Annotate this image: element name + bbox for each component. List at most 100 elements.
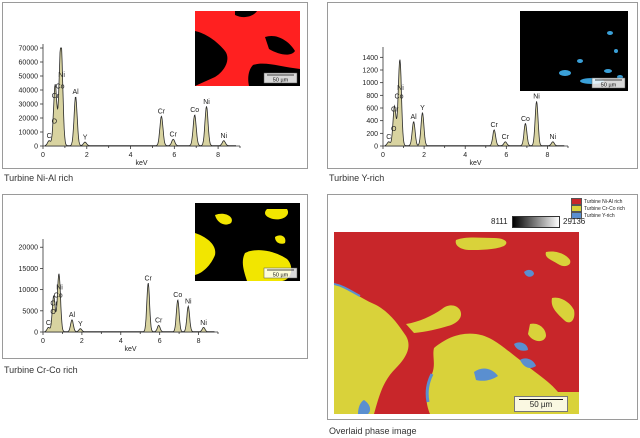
y-tick-label: 0 <box>34 330 38 337</box>
peak-label: Ni <box>56 285 63 292</box>
y-tick-label: 1200 <box>362 68 378 75</box>
x-tick-label: 4 <box>463 152 467 159</box>
x-axis-label: keV <box>469 160 481 167</box>
legend-swatch-ni-al <box>571 198 582 205</box>
x-tick-label: 2 <box>80 338 84 345</box>
y-tick-label: 10000 <box>19 287 39 294</box>
y-tick-label: 70000 <box>19 46 39 53</box>
peak-label: C <box>46 320 51 327</box>
peak-label: Co <box>190 107 199 114</box>
peak-label: Cr <box>491 122 499 129</box>
legend-item-y: Turbine Y-rich <box>571 212 625 219</box>
spectrum-chart-y: 0 200 400 600 800 1000 1200 1400 0 2 4 6 8 keV CO Cr Co N… <box>362 11 628 167</box>
inset-matrix-region <box>265 35 295 55</box>
y-tick-label: 600 <box>366 106 378 113</box>
peak-label: Cr <box>502 134 510 141</box>
y-tick-label: 40000 <box>19 88 39 95</box>
overlay-phase-image <box>334 232 579 414</box>
spectrum-panel-ni-al: 0 10000 20000 30000 40000 50000 60000 70000 0 2 4 6… <box>2 2 308 169</box>
phase-map-inset: 50 µm <box>195 203 300 281</box>
legend-label-ni-al: Turbine Ni-Al rich <box>584 198 623 205</box>
spectrum-area <box>44 273 215 333</box>
peak-label: Ni <box>220 133 227 140</box>
y-tick-label: 50000 <box>19 74 39 81</box>
legend-label-cr-co: Turbine Cr-Co rich <box>584 205 625 212</box>
colorbar-min-label: 8111 <box>491 217 508 226</box>
overlay-scale-label: 50 µm <box>529 400 553 409</box>
x-tick-label: 0 <box>41 152 45 159</box>
peak-label: C <box>386 134 391 141</box>
inset-scale-label: 50 µm <box>273 78 289 84</box>
peak-label: Cr <box>391 106 399 113</box>
spectrum-area <box>44 47 236 147</box>
peak-label: Al <box>72 89 79 96</box>
y-tick-label: 10000 <box>19 130 39 137</box>
x-axis-label: keV <box>124 346 136 353</box>
inset-scale-bar: 50 µm <box>263 72 298 84</box>
overlay-scale-bar: 50 µm <box>514 396 568 412</box>
peak-label: Ni <box>203 99 210 106</box>
peak-label: Ni <box>397 85 404 92</box>
y-tick-label: 800 <box>366 93 378 100</box>
x-tick-label: 2 <box>422 152 426 159</box>
peak-label: Co <box>54 293 63 300</box>
caption-y: Turbine Y-rich <box>329 173 385 183</box>
x-tick-label: 4 <box>119 338 123 345</box>
y-tick-label: 30000 <box>19 102 39 109</box>
y-tick-label: 20000 <box>19 245 39 252</box>
legend-swatch-cr-co <box>571 205 582 212</box>
peak-label: Y <box>83 135 88 142</box>
x-tick-label: 4 <box>129 152 133 159</box>
inset-phase-region <box>577 59 583 63</box>
x-tick-label: 2 <box>85 152 89 159</box>
inset-scale-bar: 50 µm <box>591 77 626 89</box>
peak-label: O <box>391 126 397 133</box>
x-tick-label: 0 <box>41 338 45 345</box>
peak-label: Cr <box>50 301 58 308</box>
y-tick-label: 0 <box>34 144 38 151</box>
y-tick-label: 60000 <box>19 60 39 67</box>
inset-scale-label: 50 µm <box>273 273 289 279</box>
peak-label: Y <box>420 105 425 112</box>
x-tick-label: 8 <box>216 152 220 159</box>
y-tick-label: 15000 <box>19 266 39 273</box>
x-tick-label: 6 <box>504 152 508 159</box>
peak-label: Ni <box>185 299 192 306</box>
x-tick-label: 8 <box>197 338 201 345</box>
y-tick-label: 200 <box>366 131 378 138</box>
y-tick-label: 1000 <box>362 80 378 87</box>
legend-swatch-y <box>571 212 582 219</box>
inset-phase-region <box>604 69 612 73</box>
peak-label: Ni <box>58 72 65 79</box>
peak-label: Cr <box>170 132 178 139</box>
peak-label: C <box>47 133 52 140</box>
inset-phase-region <box>607 31 613 35</box>
spectrum-panel-y: 0 200 400 600 800 1000 1200 1400 0 2 4 6 8 keV C O Cr Co N… <box>327 2 638 169</box>
inset-phase-region <box>275 235 286 244</box>
inset-phase-region <box>265 209 289 220</box>
legend-label-y: Turbine Y-rich <box>584 212 615 219</box>
x-tick-label: 6 <box>172 152 176 159</box>
inset-matrix-region <box>235 11 257 18</box>
peak-label: Co <box>395 94 404 101</box>
caption-cr-co: Turbine Cr-Co rich <box>4 365 78 375</box>
peak-label: Cr <box>52 93 60 100</box>
phase-map-inset: 50 µm <box>520 11 628 91</box>
spectrum-area <box>384 59 565 147</box>
y-tick-label: 20000 <box>19 116 39 123</box>
inset-phase-region <box>559 70 571 76</box>
colorbar <box>512 216 560 228</box>
peak-label: Ni <box>200 320 207 327</box>
caption-ni-al: Turbine Ni-Al rich <box>4 173 74 183</box>
x-tick-label: 8 <box>545 152 549 159</box>
peak-label: Y <box>78 321 83 328</box>
phase-map-inset: 50 µm <box>195 11 300 86</box>
inset-background <box>520 11 628 91</box>
spectrum-chart-ni-al: 0 10000 20000 30000 40000 50000 60000 70000 0 2 4 6… <box>19 11 300 167</box>
inset-scale-bar: 50 µm <box>263 267 298 279</box>
spectrum-panel-cr-co: 0 5000 10000 15000 20000 0 2 4 6 8 keV C O Cr Co Ni Al Y C… <box>2 194 308 359</box>
overlay-panel: Turbine Ni-Al rich Turbine Cr-Co rich Tu… <box>327 194 638 420</box>
peak-label: Co <box>173 292 182 299</box>
peak-label: Ni <box>549 134 556 141</box>
y-tick-label: 1400 <box>362 55 378 62</box>
